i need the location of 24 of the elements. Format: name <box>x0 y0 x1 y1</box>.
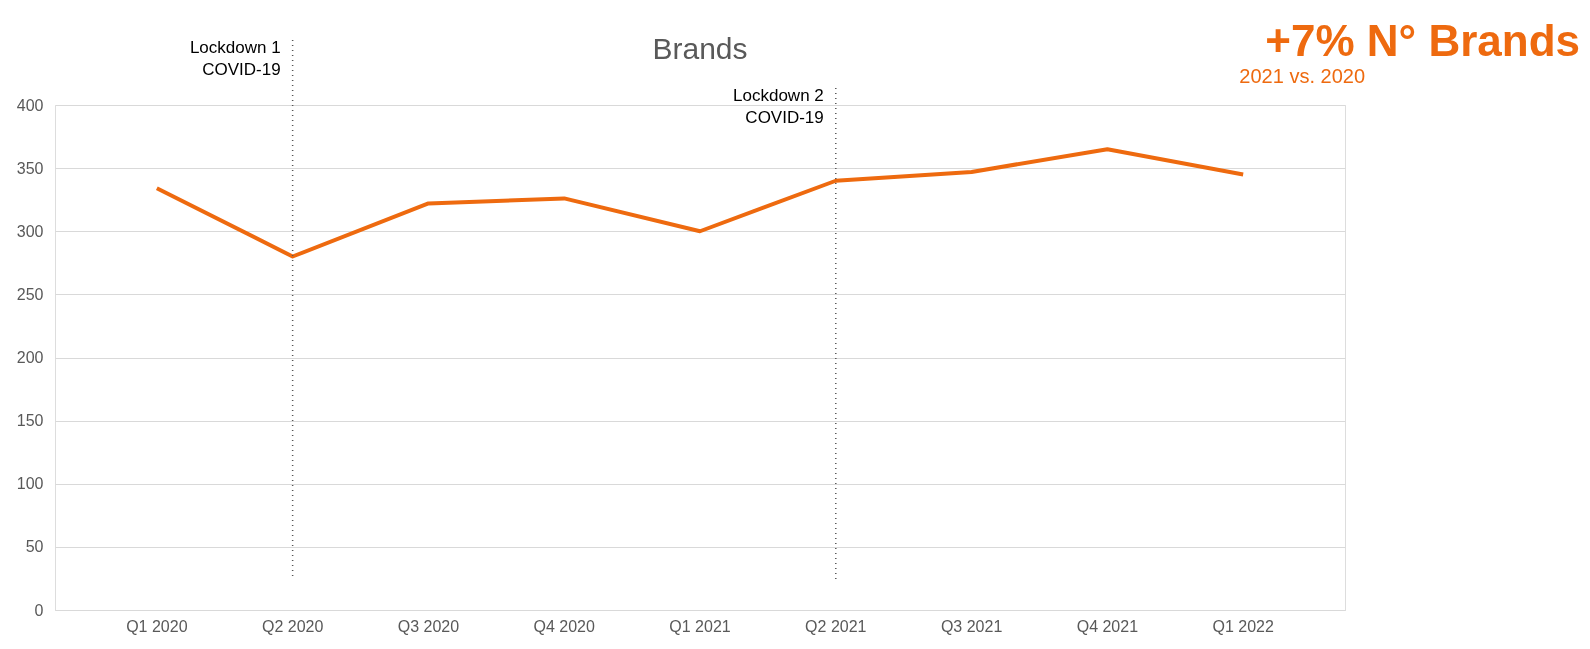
x-tick-label: Q1 2022 <box>1212 617 1274 635</box>
x-tick-label: Q2 2021 <box>805 617 867 635</box>
x-tick-label: Q4 2021 <box>1076 617 1139 635</box>
x-tick-label: Q4 2020 <box>533 617 595 635</box>
y-tick-label: 100 <box>16 475 44 493</box>
ref-line-label: Lockdown 2 COVID-19 <box>733 86 824 127</box>
y-tick-label: 200 <box>16 349 44 366</box>
chart-title: Brands <box>652 32 748 65</box>
y-tick-label: 250 <box>16 285 44 303</box>
y-tick-label: 0 <box>34 601 44 619</box>
x-tick-label: Q3 2021 <box>940 617 1003 635</box>
line-series <box>154 147 1246 259</box>
text: +7% N° Brands <box>1265 16 1580 65</box>
y-tick-label: 50 <box>25 538 44 556</box>
y-tick-label: 150 <box>16 412 44 430</box>
y-tick-label: 400 <box>16 96 44 114</box>
ref-line-label: Lockdown 1 COVID-19 <box>189 38 281 79</box>
x-tick-label: Q1 2020 <box>126 617 188 635</box>
y-tick-label: 350 <box>16 159 44 177</box>
x-tick-label: Q2 2020 <box>261 617 324 635</box>
x-tick-label: Q3 2020 <box>397 617 460 635</box>
y-tick-label: 300 <box>16 222 44 240</box>
x-tick-label: Q1 2021 <box>669 617 731 635</box>
text: 2021 vs. 2020 <box>1239 65 1365 87</box>
